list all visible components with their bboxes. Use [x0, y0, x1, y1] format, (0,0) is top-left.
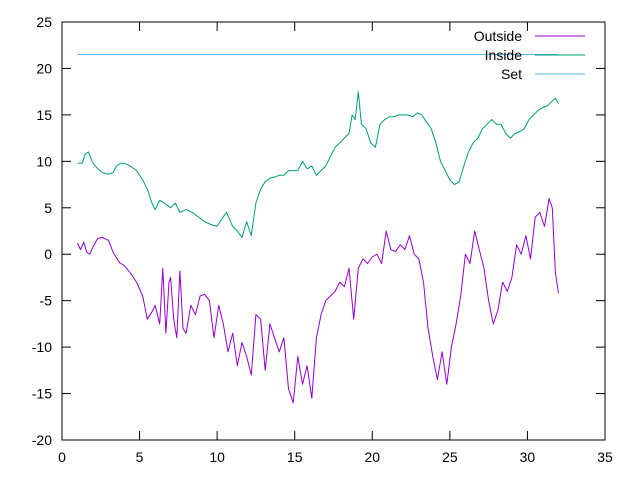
- y-tick-label: 0: [44, 246, 52, 262]
- x-tick-label: 10: [209, 449, 225, 465]
- y-tick-label: 20: [36, 60, 52, 76]
- legend-label-set: Set: [501, 66, 522, 82]
- y-tick-label: 25: [36, 14, 52, 30]
- legend-label-inside: Inside: [485, 47, 523, 63]
- y-tick-label: -15: [32, 386, 52, 402]
- y-tick-label: -20: [32, 432, 52, 448]
- y-tick-label: 10: [36, 153, 52, 169]
- axis-ticks: 0 5 10 15 20 25 30 35 -20 -15 -10 -5 0 5 10 15 20 25: [32, 14, 613, 465]
- y-tick-label: 15: [36, 107, 52, 123]
- x-tick-label: 25: [442, 449, 458, 465]
- x-tick-label: 5: [136, 449, 144, 465]
- series-line-outside: [77, 198, 559, 404]
- x-tick-label: 20: [364, 449, 380, 465]
- x-tick-label: 15: [287, 449, 303, 465]
- x-tick-label: 30: [520, 449, 536, 465]
- series-lines: [77, 54, 559, 404]
- x-tick-label: 35: [597, 449, 613, 465]
- y-tick-label: -5: [40, 293, 53, 309]
- plot-frame: [61, 21, 606, 441]
- legend-label-outside: Outside: [474, 28, 522, 44]
- series-line-inside: [77, 91, 559, 238]
- legend: Outside Inside Set: [474, 28, 585, 82]
- y-tick-label: 5: [44, 200, 52, 216]
- x-tick-label: 0: [58, 449, 66, 465]
- y-tick-label: -10: [32, 339, 52, 355]
